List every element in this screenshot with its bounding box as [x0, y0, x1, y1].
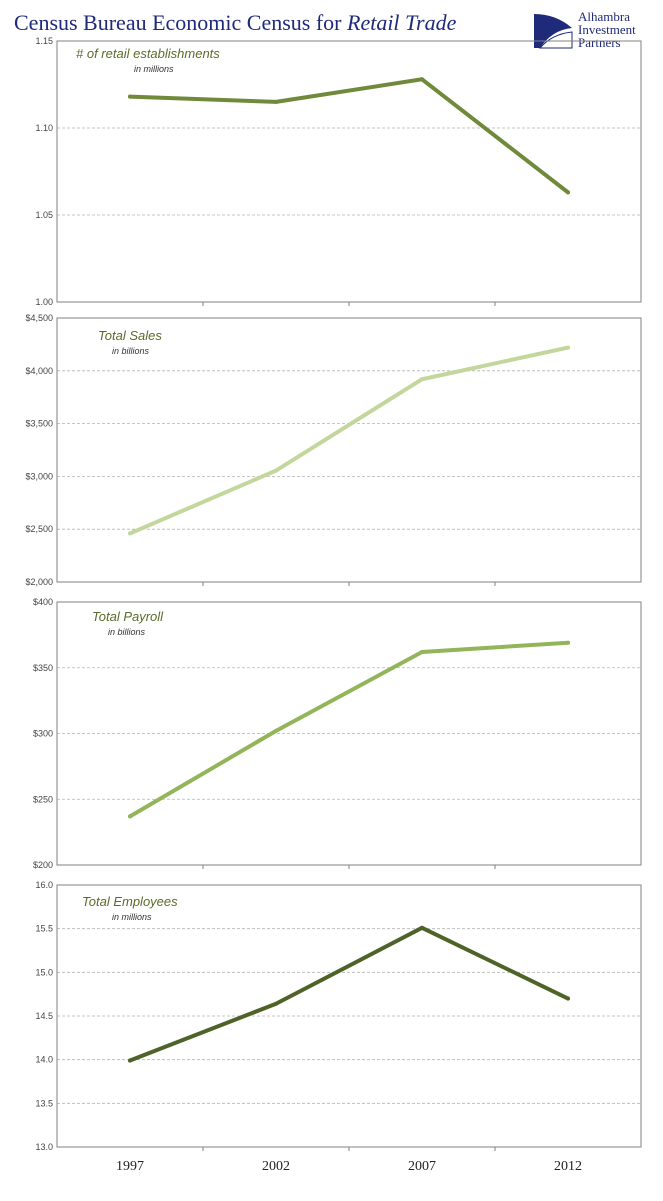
series-line — [128, 925, 570, 1063]
y-tick-label: 1.15 — [35, 36, 53, 46]
y-tick-label: $400 — [33, 597, 53, 607]
x-tick-label: 2012 — [554, 1159, 582, 1174]
data-point — [566, 640, 570, 645]
panel-title: Total Sales — [98, 328, 162, 343]
data-point — [566, 190, 570, 195]
data-point — [274, 468, 278, 473]
y-tick-label: $3,500 — [25, 419, 53, 429]
data-point — [420, 77, 424, 82]
plot-area — [56, 40, 642, 303]
y-tick-label: $200 — [33, 860, 53, 870]
y-tick-label: 15.0 — [35, 967, 53, 977]
panel-total-employees: 13.0 13.5 14.0 14.5 15.0 15.5 16.0 Total Employ… — [35, 880, 642, 1152]
alhambra-logo-icon — [532, 10, 573, 50]
data-point — [420, 925, 424, 930]
y-tick-label: $4,500 — [25, 313, 53, 323]
y-tick-label: 1.10 — [35, 123, 53, 133]
x-axis-labels: 1997 2002 2007 2012 — [116, 1159, 582, 1174]
data-point — [128, 814, 132, 819]
panel-title: Total Payroll — [92, 609, 164, 624]
y-tick-label: 13.5 — [35, 1098, 53, 1108]
panel-unit-label: in billions — [112, 346, 150, 356]
panel-total-sales: $2,000 $2,500 $3,000 $3,500 $4,000 $4,500 Tota… — [25, 313, 642, 587]
data-point — [128, 1058, 132, 1063]
data-point — [128, 531, 132, 536]
panel-unit-label: in millions — [134, 64, 174, 74]
data-point — [128, 94, 132, 99]
data-point — [566, 345, 570, 350]
panel-title: # of retail establishments — [76, 46, 220, 61]
y-tick-label: 16.0 — [35, 880, 53, 890]
figure-title-prefix: Census Bureau Economic Census for — [14, 10, 342, 35]
y-tick-label: $2,500 — [25, 524, 53, 534]
y-tick-label: $250 — [33, 794, 53, 804]
panel-retail-establishments: 1.00 1.05 1.10 1.15 # of retail establishmen… — [35, 36, 642, 307]
logo-line-2: Investment — [578, 22, 636, 37]
series-line — [128, 77, 570, 195]
panel-unit-label: in billions — [108, 627, 146, 637]
figure-title-emphasis: Retail Trade — [346, 10, 457, 35]
y-tick-label: 14.0 — [35, 1055, 53, 1065]
logo-line-1: Alhambra — [578, 9, 630, 24]
logo-line-3: Partners — [578, 35, 621, 50]
data-point — [420, 377, 424, 382]
y-tick-label: 13.0 — [35, 1142, 53, 1152]
x-tick-label: 1997 — [116, 1159, 144, 1174]
data-point — [274, 728, 278, 733]
data-point — [566, 996, 570, 1001]
data-point — [274, 99, 278, 104]
y-tick-label: 1.05 — [35, 210, 53, 220]
y-tick-label: $3,000 — [25, 471, 53, 481]
y-tick-label: $300 — [33, 729, 53, 739]
x-tick-label: 2002 — [262, 1159, 290, 1174]
figure-title: Census Bureau Economic Census for Retail… — [14, 10, 457, 35]
series-line — [128, 345, 570, 536]
data-point — [420, 649, 424, 654]
series-line — [128, 640, 570, 819]
y-tick-label: $350 — [33, 663, 53, 673]
panel-unit-label: in millions — [112, 912, 152, 922]
y-tick-label: $2,000 — [25, 577, 53, 587]
data-point — [274, 1001, 278, 1006]
y-tick-label: $4,000 — [25, 366, 53, 376]
y-tick-label: 15.5 — [35, 924, 53, 934]
panel-total-payroll: $200 $250 $300 $350 $400 Total Payroll in bill… — [33, 597, 642, 870]
x-tick-label: 2007 — [408, 1159, 436, 1174]
y-tick-label: 14.5 — [35, 1011, 53, 1021]
plot-area — [56, 317, 642, 583]
panel-title: Total Employees — [82, 894, 178, 909]
y-tick-label: 1.00 — [35, 297, 53, 307]
